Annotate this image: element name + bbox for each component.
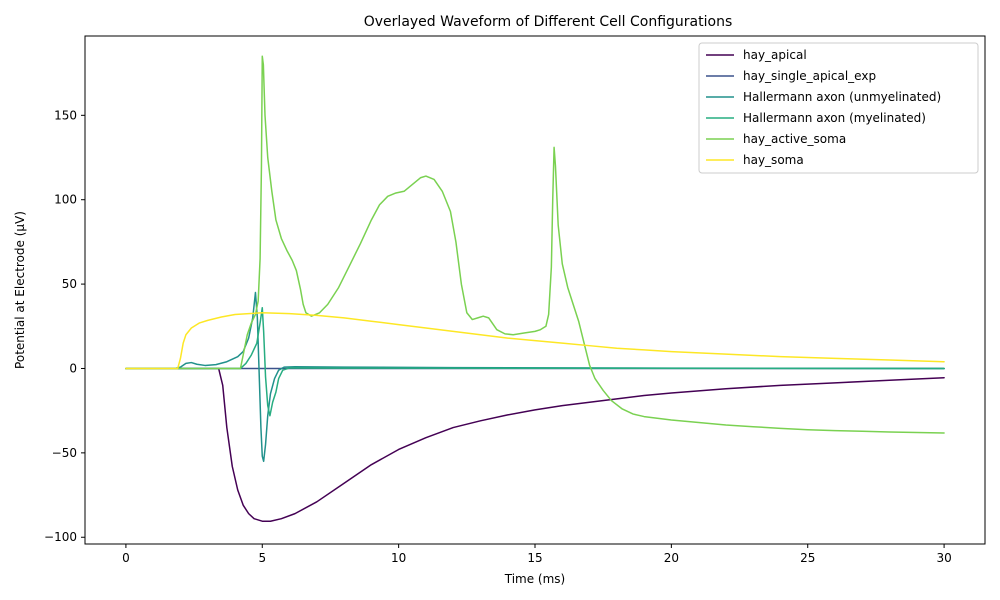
- legend: hay_apical hay_single_apical_exp Hallerman…: [698, 42, 979, 174]
- legend-label-5: hay_soma: [743, 153, 804, 167]
- x-tick-label: 15: [527, 551, 542, 565]
- series-line-3: [125, 306, 945, 417]
- y-axis-label: Potential at Electrode (µV): [13, 211, 27, 369]
- series-line-4: [125, 55, 945, 434]
- legend-label-2: Hallermann axon (unmyelinated): [743, 90, 941, 104]
- y-tick-label: 50: [62, 277, 77, 291]
- legend-label-4: hay_active_soma: [743, 132, 846, 146]
- x-tick-label: 30: [936, 551, 951, 565]
- y-axis: −100 −50 0 50 100 150: [44, 108, 85, 544]
- x-tick-label: 20: [664, 551, 679, 565]
- series-line-0: [125, 367, 945, 522]
- x-tick-label: 10: [391, 551, 406, 565]
- chart-title: Overlayed Waveform of Different Cell Con…: [364, 14, 733, 30]
- y-tick-label: −50: [52, 446, 77, 460]
- legend-label-3: Hallermann axon (myelinated): [743, 111, 926, 125]
- x-tick-label: 25: [800, 551, 815, 565]
- y-tick-label: 0: [69, 361, 77, 375]
- legend-box: [698, 42, 979, 174]
- y-tick-label: −100: [44, 530, 77, 544]
- y-tick-label: 100: [54, 193, 77, 207]
- y-tick-label: 150: [54, 108, 77, 122]
- series-line-2: [125, 291, 945, 463]
- x-tick-label: 5: [258, 551, 266, 565]
- series-layer: [125, 55, 945, 522]
- x-tick-label: 0: [122, 551, 130, 565]
- x-axis-label: Time (ms): [504, 572, 566, 586]
- legend-label-1: hay_single_apical_exp: [743, 69, 876, 83]
- x-axis: 0 5 10 15 20 25 30: [122, 544, 952, 565]
- legend-label-0: hay_apical: [743, 48, 807, 62]
- series-line-5: [125, 312, 945, 370]
